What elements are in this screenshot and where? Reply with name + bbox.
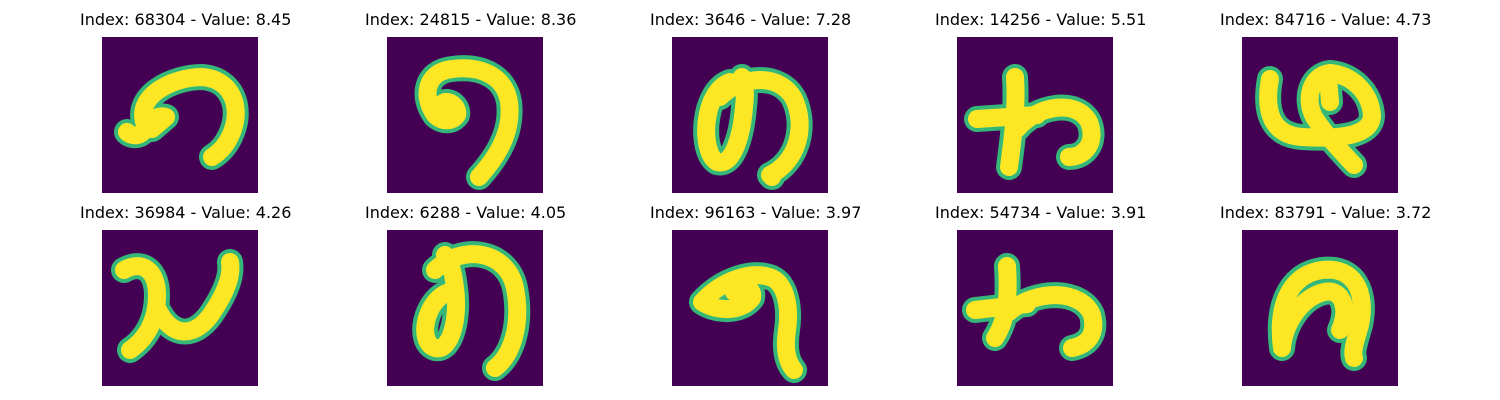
panel-8: Index: 96163 - Value: 3.97 — [650, 203, 862, 388]
panel-7: Index: 6288 - Value: 4.05 — [365, 203, 567, 388]
handwritten-character-image — [1242, 37, 1398, 193]
character-7-svg — [387, 230, 543, 386]
panel-title: Index: 36984 - Value: 4.26 — [80, 203, 292, 222]
panel-title: Index: 96163 - Value: 3.97 — [650, 203, 862, 222]
character-8-svg — [672, 230, 828, 386]
character-stroke — [966, 257, 1103, 357]
panel-6: Index: 36984 - Value: 4.26 — [80, 203, 292, 388]
panel-10: Index: 83791 - Value: 3.72 — [1220, 203, 1432, 388]
character-3-svg — [672, 37, 828, 193]
handwritten-character-image — [957, 230, 1113, 386]
character-6-svg — [102, 230, 258, 386]
character-9-svg — [957, 230, 1113, 386]
character-stroke — [416, 245, 527, 377]
character-stroke — [1271, 260, 1371, 367]
character-stroke — [418, 59, 519, 186]
panel-title: Index: 14256 - Value: 5.51 — [935, 10, 1147, 29]
character-4-svg — [957, 37, 1113, 193]
panel-9: Index: 54734 - Value: 3.91 — [935, 203, 1147, 388]
handwritten-character-image — [672, 230, 828, 386]
panel-4: Index: 14256 - Value: 5.51 — [935, 10, 1147, 195]
character-stroke — [693, 266, 803, 379]
handwritten-character-image — [1242, 230, 1398, 386]
character-5-svg — [1242, 37, 1398, 193]
panel-title: Index: 84716 - Value: 4.73 — [1220, 10, 1432, 29]
panel-title: Index: 6288 - Value: 4.05 — [365, 203, 567, 222]
panel-2: Index: 24815 - Value: 8.36 — [365, 10, 577, 195]
panel-title: Index: 54734 - Value: 3.91 — [935, 203, 1147, 222]
character-stroke — [968, 68, 1101, 176]
handwritten-character-image — [102, 37, 258, 193]
character-stroke — [115, 253, 240, 359]
handwritten-character-image — [387, 230, 543, 386]
handwritten-character-image — [672, 37, 828, 193]
panel-title: Index: 3646 - Value: 7.28 — [650, 10, 852, 29]
panel-title: Index: 83791 - Value: 3.72 — [1220, 203, 1432, 222]
character-2-svg — [387, 37, 543, 193]
panel-5: Index: 84716 - Value: 4.73 — [1220, 10, 1432, 195]
handwritten-character-image — [102, 230, 258, 386]
character-10-svg — [1242, 230, 1398, 386]
character-stroke — [118, 68, 245, 166]
panel-3: Index: 3646 - Value: 7.28 — [650, 10, 852, 195]
character-stroke — [1259, 64, 1381, 174]
character-1-svg — [102, 37, 258, 193]
panel-title: Index: 68304 - Value: 8.45 — [80, 10, 292, 29]
panel-title: Index: 24815 - Value: 8.36 — [365, 10, 577, 29]
character-stroke — [697, 68, 809, 186]
panel-1: Index: 68304 - Value: 8.45 — [80, 10, 292, 195]
handwritten-character-image — [387, 37, 543, 193]
handwritten-character-image — [957, 37, 1113, 193]
